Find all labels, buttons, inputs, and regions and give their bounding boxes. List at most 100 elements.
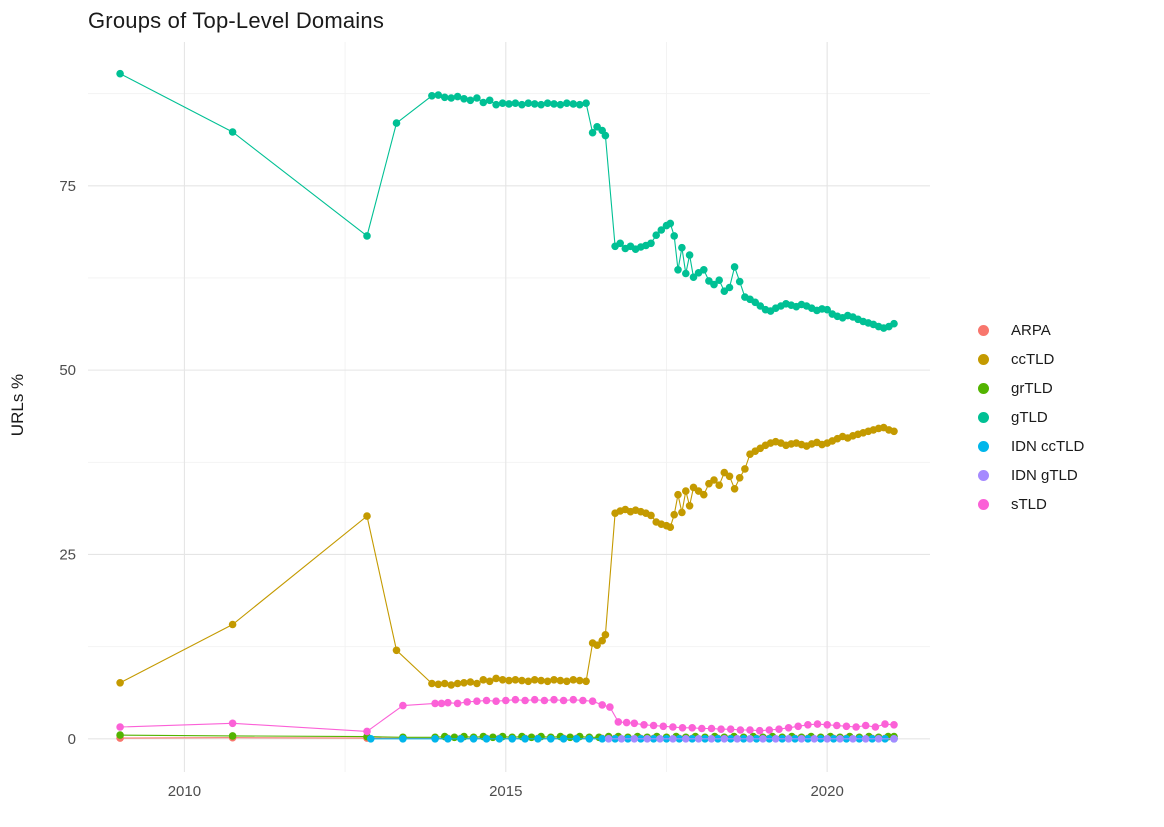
data-point (473, 94, 481, 102)
data-point (508, 735, 516, 743)
data-point (630, 735, 639, 743)
y-tick-label: 50 (59, 362, 76, 379)
data-point (498, 676, 507, 684)
data-point (598, 735, 606, 743)
x-tick-label: 2020 (810, 783, 843, 800)
data-point (775, 725, 783, 733)
data-point (666, 523, 675, 531)
data-point (710, 280, 718, 289)
data-point (431, 699, 439, 708)
data-point (228, 732, 237, 740)
data-point (617, 735, 626, 743)
data-point (511, 99, 520, 107)
data-point (707, 735, 716, 743)
data-point (559, 696, 568, 705)
data-point (530, 695, 539, 704)
data-point (890, 721, 898, 729)
data-point (710, 476, 718, 484)
data-point (598, 636, 606, 645)
data-point (643, 735, 651, 743)
data-point (733, 735, 741, 743)
data-point (563, 677, 571, 686)
data-point (598, 701, 606, 709)
data-point (556, 676, 565, 685)
series-stld (116, 695, 898, 736)
data-point (453, 679, 462, 688)
data-point (588, 128, 597, 137)
data-point (759, 735, 767, 743)
data-point (450, 733, 459, 742)
chart-title: Groups of Top-Level Domains (88, 8, 385, 33)
data-point (444, 735, 452, 743)
data-point (453, 92, 462, 101)
data-point (707, 724, 716, 733)
data-point (492, 674, 500, 683)
data-point (730, 263, 739, 271)
data-point (678, 508, 686, 517)
data-point (463, 698, 472, 706)
data-point (505, 676, 513, 685)
data-point (502, 696, 510, 705)
data-point (593, 641, 601, 649)
data-point (485, 96, 494, 105)
data-point (688, 724, 696, 732)
data-point (622, 718, 631, 727)
data-point (566, 733, 574, 742)
data-point (392, 646, 401, 655)
data-point (685, 251, 694, 259)
data-point (647, 511, 655, 520)
data-point (836, 735, 844, 743)
data-point (473, 679, 481, 688)
data-point (725, 472, 734, 481)
data-point (543, 677, 552, 686)
data-point (861, 721, 870, 730)
data-point (453, 699, 462, 708)
data-point (569, 100, 578, 108)
data-point (460, 95, 468, 103)
data-point (730, 485, 739, 493)
series-idn-gtld (604, 735, 898, 743)
data-point (479, 98, 488, 107)
data-point (694, 735, 703, 743)
legend-label: grTLD (1011, 380, 1053, 397)
legend-label: IDN ccTLD (1011, 438, 1085, 455)
legend-swatch-icon (978, 383, 989, 394)
data-point (367, 735, 375, 743)
data-point (550, 695, 558, 704)
legend-label: ccTLD (1011, 351, 1055, 368)
legend-item-stld: sTLD (978, 494, 1084, 515)
data-point (569, 676, 578, 684)
data-point (890, 735, 898, 743)
data-point (228, 719, 237, 728)
series-cctld (116, 423, 898, 689)
data-point (466, 678, 475, 686)
data-point (563, 99, 571, 107)
data-point (674, 266, 682, 274)
data-point (797, 735, 806, 743)
data-point (473, 697, 481, 705)
data-point (511, 676, 520, 684)
data-point (630, 719, 639, 728)
data-point (823, 721, 831, 729)
data-point (392, 119, 401, 127)
data-point (550, 100, 558, 108)
legend-label: ARPA (1011, 322, 1051, 339)
data-point (537, 100, 545, 109)
data-point (874, 735, 883, 743)
data-point (604, 735, 613, 743)
data-point (657, 226, 666, 234)
data-point (434, 91, 443, 99)
data-point (670, 510, 678, 519)
data-point (505, 100, 513, 108)
data-point (363, 512, 371, 520)
legend-item-idn-cctld: IDN ccTLD (978, 436, 1084, 457)
data-point (572, 735, 581, 743)
data-point (725, 283, 734, 292)
data-point (823, 735, 831, 743)
data-point (810, 735, 819, 743)
data-point (518, 676, 526, 685)
data-point (440, 679, 449, 688)
data-point (524, 677, 533, 686)
legend-swatch-icon (978, 325, 989, 336)
